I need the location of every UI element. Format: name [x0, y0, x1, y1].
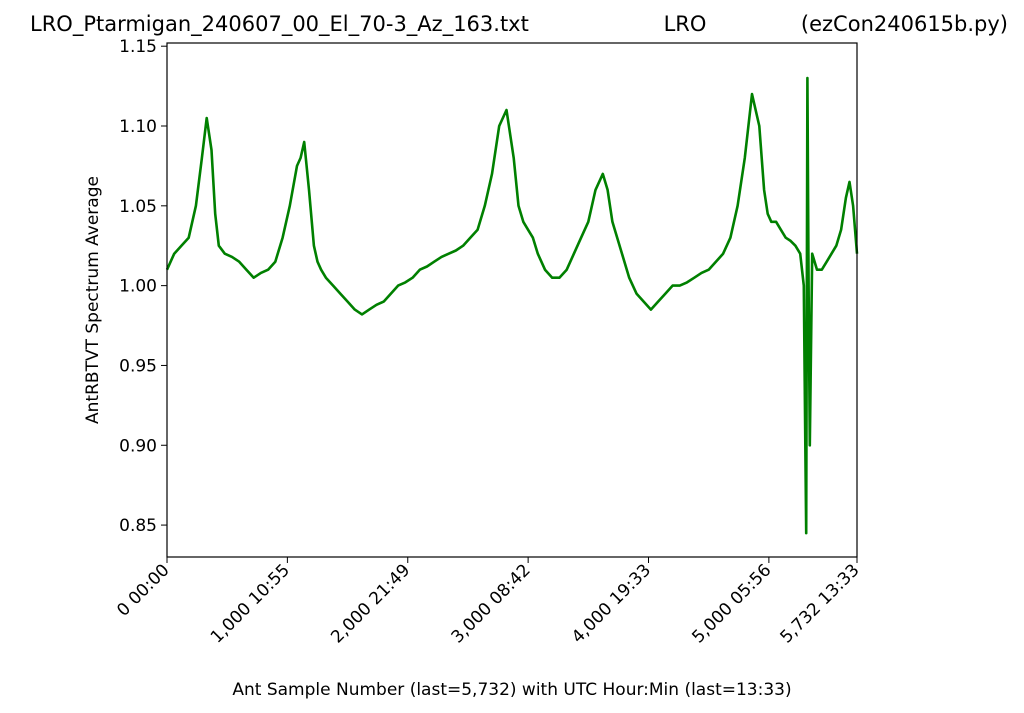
- y-axis: 0.85 0.90 0.95 1.00 1.05 1.10 1.15: [119, 37, 167, 536]
- y-axis-label: AntRBTVT Spectrum Average: [83, 176, 103, 424]
- y-tick-label-4: 1.05: [119, 197, 157, 217]
- plot-area: [165, 76, 859, 535]
- x-axis-label: Ant Sample Number (last=5,732) with UTC …: [232, 680, 791, 700]
- y-tick-label-5: 1.10: [119, 117, 157, 137]
- y-tick-label-3: 1.00: [119, 277, 157, 297]
- chart-title-center: LRO: [664, 12, 707, 36]
- plot-frame: [166, 42, 858, 558]
- chart-title-right: (ezCon240615b.py): [801, 12, 1008, 36]
- y-tick-label-2: 0.95: [119, 356, 157, 376]
- y-tick-label-0: 0.85: [119, 516, 157, 536]
- chart-title-left: LRO_Ptarmigan_240607_00_El_70-3_Az_163.t…: [30, 12, 529, 37]
- series-line-0: [165, 76, 859, 535]
- y-tick-label-6: 1.15: [119, 37, 157, 57]
- y-tick-label-1: 0.90: [119, 436, 157, 456]
